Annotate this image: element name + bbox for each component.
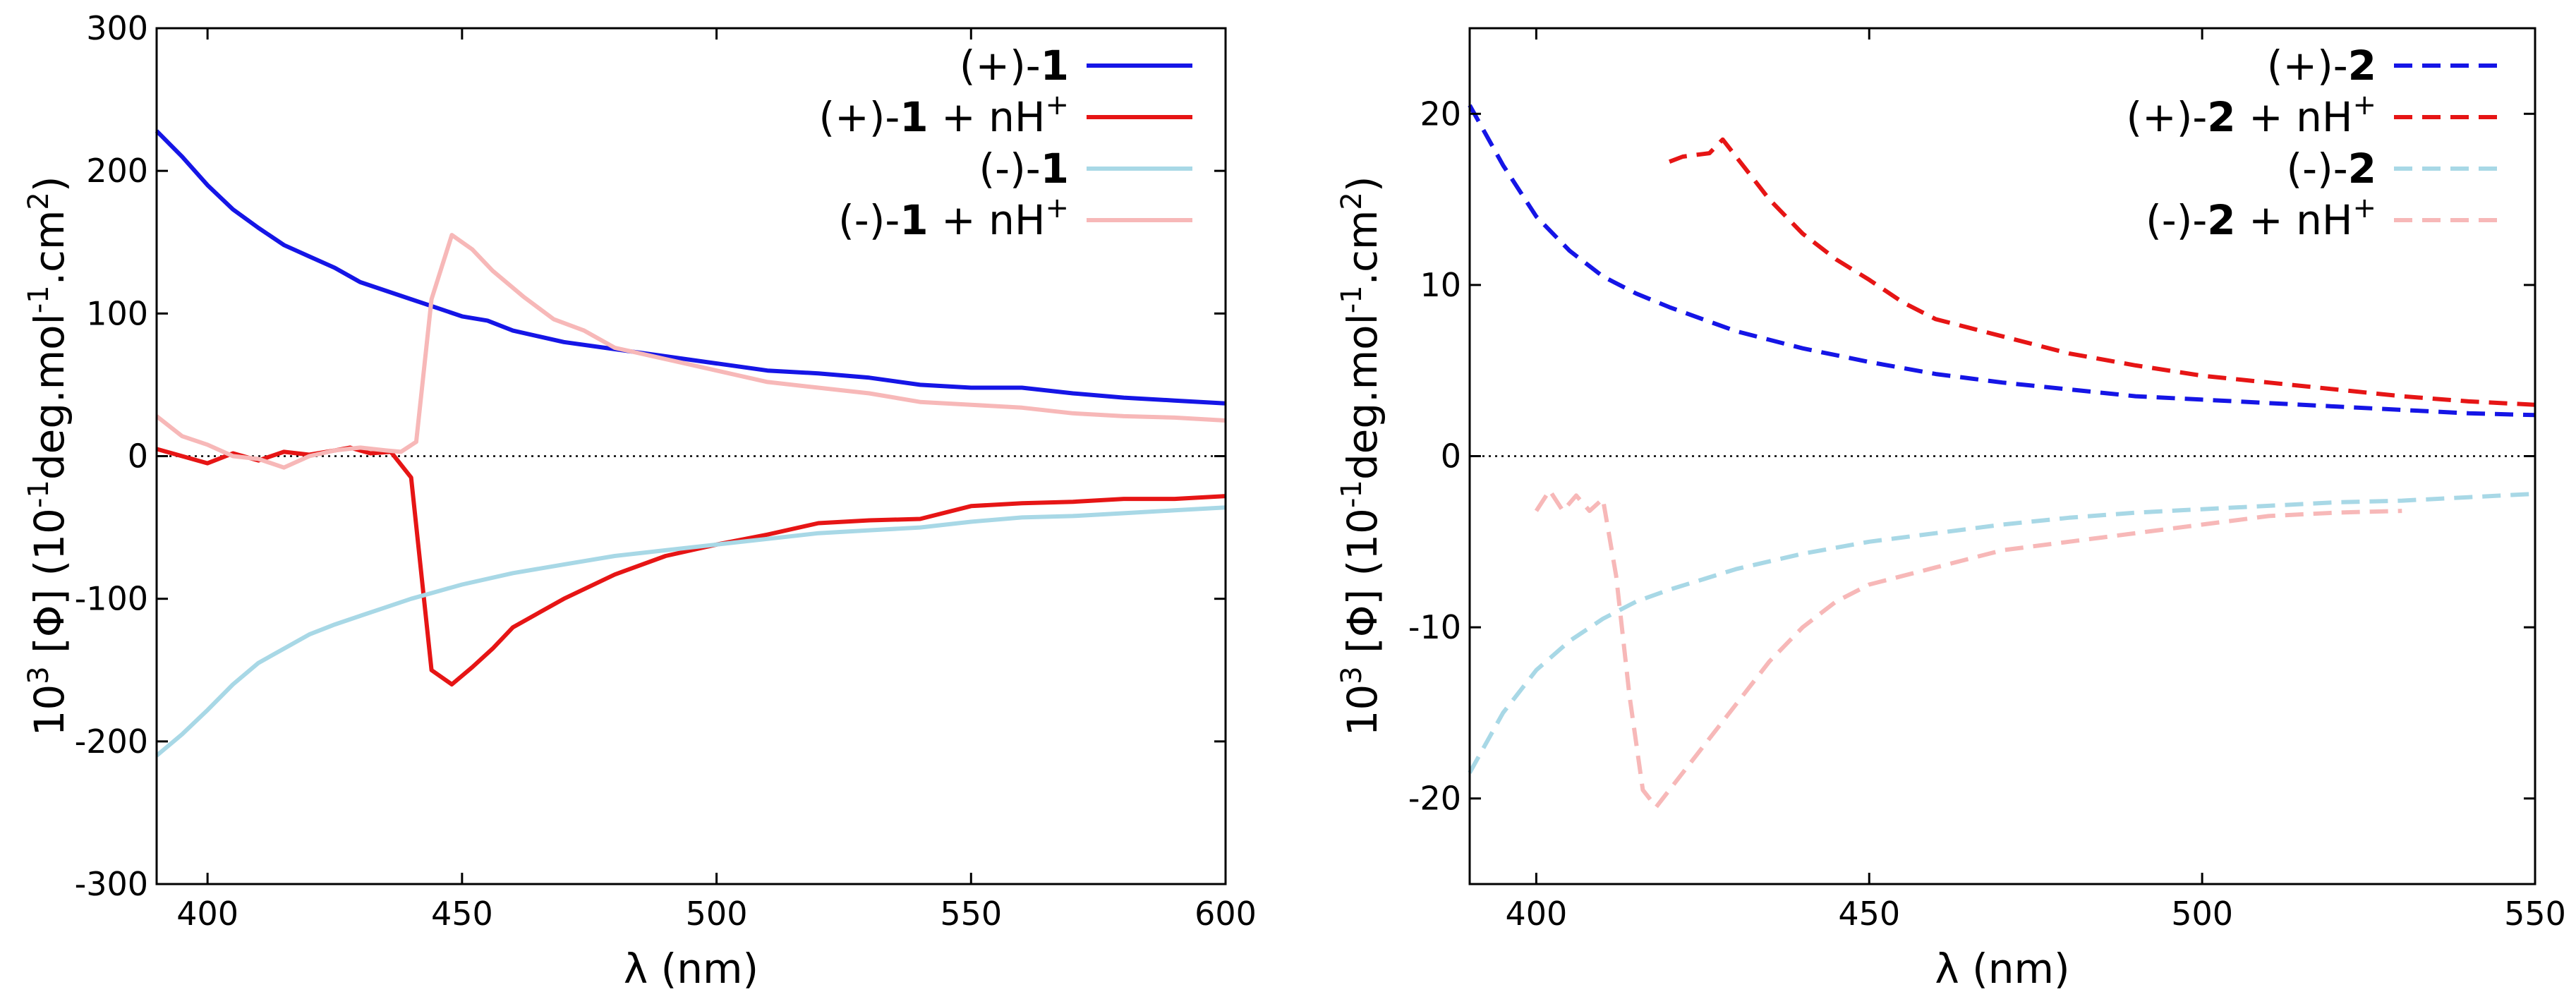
x-tick-label: 400 [1505,895,1567,933]
series-line-1-0 [1468,104,2536,418]
legend-label-3: (-)-2 + nH+ [2146,192,2376,244]
y-axis-label: 103 [Φ] (10-1deg.mol-1.cm2) [1336,176,1386,736]
y-tick-label: -20 [1408,780,1461,818]
y-axis-label: 103 [Φ] (10-1deg.mol-1.cm2) [23,176,73,736]
series-line-0-1 [156,445,1226,686]
legend-label-1: (+)-2 + nH+ [2126,89,2376,141]
x-tick-label: 550 [2504,895,2566,933]
y-tick-label: 0 [1441,437,1461,476]
y-tick-label: -300 [75,865,148,903]
x-tick-label: 500 [2171,895,2233,933]
series-line-1-2 [1468,491,2536,774]
x-tick-label: 450 [1838,895,1900,933]
legend-label-2: (-)-1 [979,145,1069,193]
x-tick-label: 450 [431,895,493,933]
chart-panel-2: 400 450 500 550 -20 -10 0 10 20 λ (nm) 103 [Φ] (10… [1336,27,2566,992]
legend-label-3: (-)-1 + nH+ [838,192,1069,244]
y-tick-label: 20 [1420,95,1461,133]
x-axis-label: λ (nm) [1935,945,2069,992]
series-line-0-3 [155,233,1226,470]
x-tick-label: 500 [686,895,748,933]
y-tick-label: 0 [128,437,148,476]
y-tick-label: 10 [1420,266,1461,304]
y-tick-label: 300 [86,9,148,47]
y-tick-label: 100 [86,294,148,332]
y-tick-label: 200 [86,152,148,190]
chart-panel-1: 400 450 500 550 600 -300 -200 -100 0 100 200 300 λ (… [23,9,1257,992]
series-line-1-3 [1534,488,2402,809]
x-axis-label: λ (nm) [624,945,758,992]
y-tick-label: -10 [1408,608,1461,646]
legend-label-2: (-)-2 [2287,145,2376,193]
legend-label-0: (+)-2 [2267,42,2376,90]
x-tick-label: 600 [1195,895,1257,933]
legend-label-0: (+)-1 [960,42,1069,90]
series-line-0-2 [155,505,1226,758]
x-tick-label: 400 [176,895,238,933]
series-line-1-1 [1669,137,2536,407]
x-tick-label: 550 [940,895,1002,933]
series-line-0-0 [155,129,1226,406]
y-tick-label: -200 [75,722,148,761]
y-tick-label: -100 [75,580,148,618]
legend-label-1: (+)-1 + nH+ [818,89,1069,141]
